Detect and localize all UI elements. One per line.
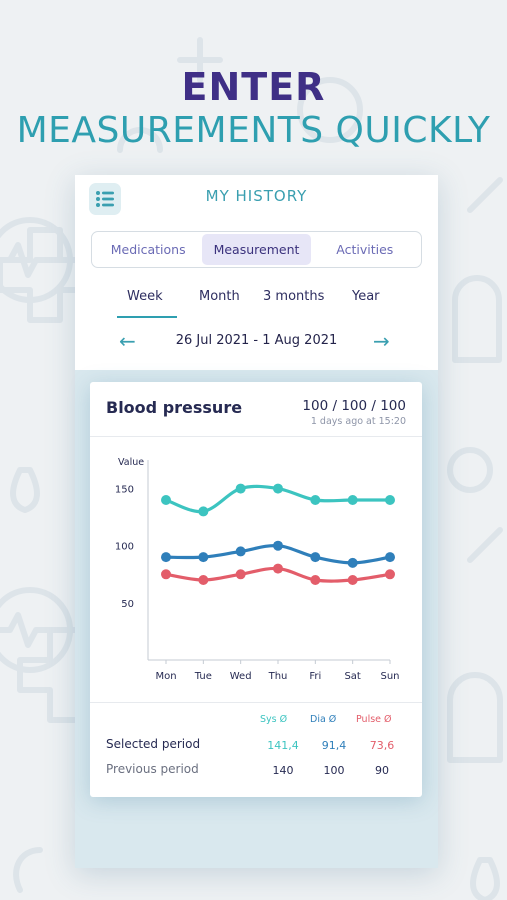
x-tick-label: Wed <box>230 671 252 682</box>
y-tick-label: 150 <box>115 485 134 496</box>
x-tick-label: Sat <box>344 671 360 682</box>
data-point-2 <box>310 575 321 585</box>
summary-header-dia: Dia Ø <box>310 714 337 725</box>
data-point-1 <box>161 552 171 563</box>
arrow-left-icon[interactable]: ← <box>119 329 136 353</box>
screen-title: MY HISTORY <box>205 187 308 205</box>
period-active-indicator <box>117 316 177 318</box>
summary-selected-dia: 91,4 <box>321 739 347 752</box>
data-point-2 <box>235 569 246 580</box>
latest-time: 1 days ago at 15:20 <box>310 416 406 427</box>
x-tick-label: Fri <box>309 671 321 682</box>
summary-previous-dia: 100 <box>323 764 345 777</box>
category-tabs: Medications Measurement Activities <box>91 231 422 268</box>
x-tick-label: Thu <box>268 671 288 682</box>
period-year[interactable]: Year <box>352 289 380 304</box>
summary-selected-sys: 141,4 <box>267 739 299 752</box>
data-point-2 <box>385 569 395 580</box>
x-tick-label: Sun <box>380 671 399 682</box>
summary-row-label: Previous period <box>106 762 199 776</box>
data-point-2 <box>198 575 209 585</box>
data-point-2 <box>273 563 283 574</box>
headline-line-2: MEASUREMENTS QUICKLY <box>16 110 491 151</box>
y-tick-label: 100 <box>115 542 134 553</box>
y-tick-label: 50 <box>121 599 134 610</box>
data-point-1 <box>385 552 395 563</box>
data-point-0 <box>235 483 246 494</box>
data-point-1 <box>235 546 246 557</box>
list-icon <box>96 191 114 207</box>
card-title: Blood pressure <box>106 398 243 417</box>
data-point-0 <box>310 495 321 505</box>
divider <box>90 436 422 437</box>
summary-header-sys: Sys Ø <box>260 714 288 725</box>
data-point-1 <box>310 552 321 563</box>
summary-previous-pulse: 90 <box>375 764 389 777</box>
period-month[interactable]: Month <box>199 289 240 304</box>
arrow-right-icon[interactable]: → <box>373 329 390 353</box>
latest-value: 100 / 100 / 100 <box>302 398 406 414</box>
summary-header-pulse: Pulse Ø <box>356 714 392 725</box>
period-3-months[interactable]: 3 months <box>263 289 325 304</box>
headline: ENTER MEASUREMENTS QUICKLY <box>0 64 507 152</box>
menu-button[interactable] <box>89 183 121 215</box>
history-header: MY HISTORY Medications Measurement Activ… <box>75 175 438 370</box>
data-point-1 <box>273 540 283 551</box>
data-point-0 <box>347 495 358 505</box>
data-point-1 <box>347 557 358 568</box>
data-point-1 <box>198 552 209 563</box>
data-point-0 <box>273 483 283 494</box>
data-point-0 <box>161 495 171 505</box>
headline-line-1: ENTER <box>181 65 326 109</box>
summary-previous-sys: 140 <box>272 764 294 777</box>
tab-medications[interactable]: Medications <box>110 242 186 257</box>
data-point-0 <box>385 495 395 505</box>
period-week[interactable]: Week <box>127 289 163 304</box>
data-point-2 <box>161 569 171 580</box>
tab-measurement[interactable]: Measurement <box>202 234 311 265</box>
date-range: 26 Jul 2021 - 1 Aug 2021 <box>175 333 338 348</box>
date-navigator: ← 26 Jul 2021 - 1 Aug 2021 → <box>75 331 438 353</box>
period-selector: Week Month 3 months Year <box>105 289 415 319</box>
blood-pressure-card[interactable]: Blood pressure 100 / 100 / 100 1 days ag… <box>90 382 422 797</box>
summary-row-label: Selected period <box>106 737 201 751</box>
blood-pressure-chart: Value 50 100 150 Mon Tue Wed Thu Fri Sat Sun <box>115 457 400 682</box>
x-tick-label: Tue <box>194 671 212 682</box>
tab-activities[interactable]: Activities <box>336 242 394 257</box>
data-point-2 <box>347 575 358 585</box>
data-point-0 <box>198 506 209 517</box>
x-tick-label: Mon <box>155 671 176 682</box>
summary-selected-pulse: 73,6 <box>369 739 395 752</box>
divider <box>90 702 422 703</box>
y-axis-label: Value <box>118 457 144 468</box>
